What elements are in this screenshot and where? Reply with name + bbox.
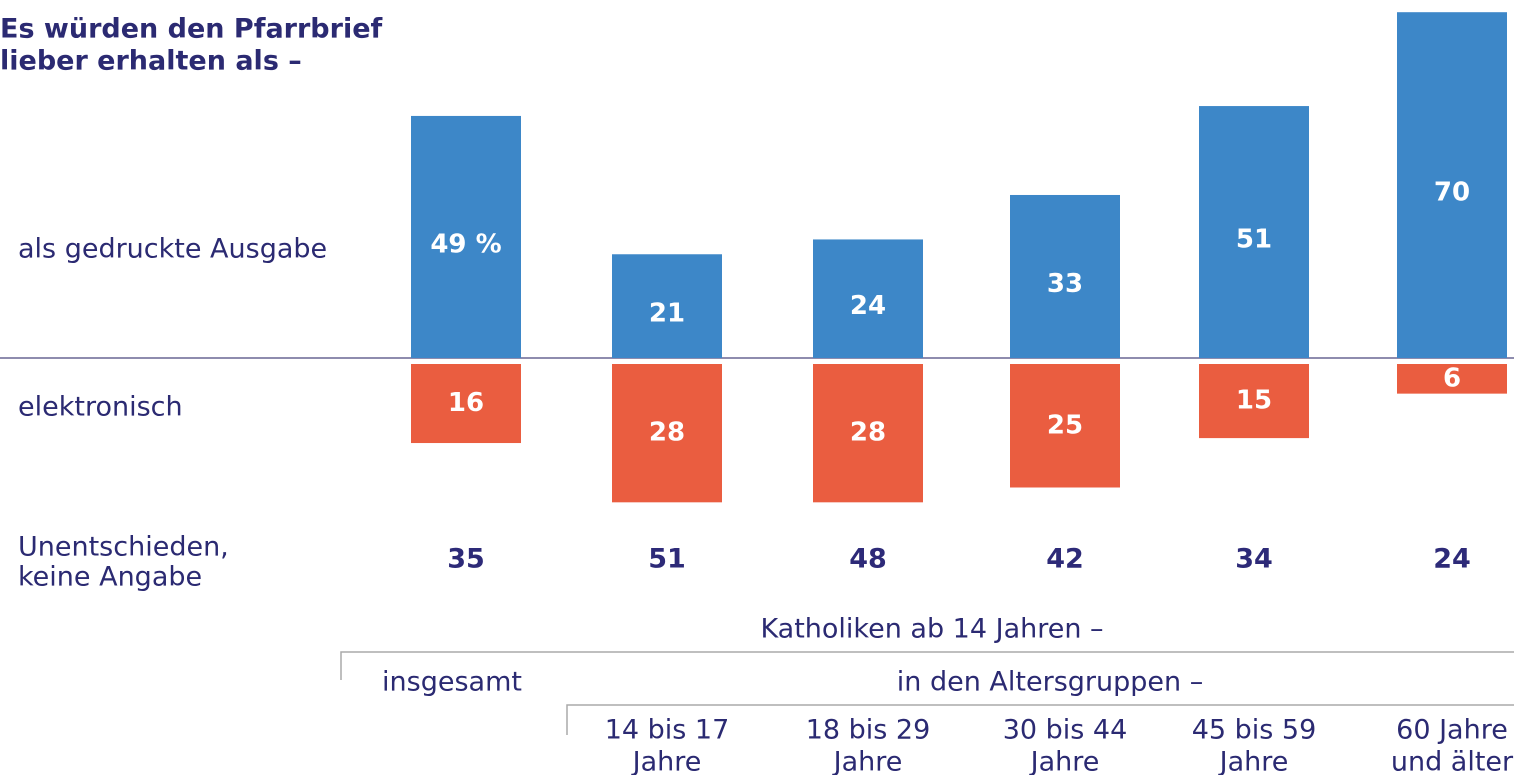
bar [813,364,923,503]
bar [612,254,722,358]
x-tick-label: insgesamt [382,667,522,698]
data-label: 48 [849,544,887,575]
bar [1010,194,1120,358]
legend-label: keine Angabe [18,562,202,593]
data-label: 33 [1047,269,1083,299]
data-label: 15 [1236,386,1272,416]
data-label: 25 [1047,410,1083,440]
data-label: 16 [448,388,484,418]
legend-label: elektronisch [18,392,183,423]
group-label: in den Altersgruppen – [897,667,1203,698]
data-label: 51 [1236,225,1272,255]
bar [1199,364,1309,439]
data-label: 34 [1235,544,1273,575]
x-tick-label: 45 bis 59 [1192,715,1317,746]
x-tick-label: Jahre [631,747,702,775]
data-label: 51 [648,544,686,575]
header: Katholiken ab 14 Jahren – [760,614,1103,645]
data-label: 35 [447,544,485,575]
data-label: 28 [649,418,685,448]
x-tick-label: 30 bis 44 [1003,715,1128,746]
x-tick-label: und älter [1391,747,1514,775]
data-label: 6 [1443,363,1461,393]
data-label: 24 [1433,544,1471,575]
bar [411,115,521,358]
bar [411,364,521,444]
bar [1010,364,1120,488]
bar [1397,364,1507,394]
bracket [340,651,1514,680]
legend-label: als gedruckte Ausgabe [18,234,327,265]
bar [612,364,722,503]
x-tick-label: 18 bis 29 [806,715,931,746]
bar [1199,106,1309,358]
data-label: 28 [850,418,886,448]
x-tick-label: Jahre [832,747,903,775]
x-tick-label: Jahre [1029,747,1100,775]
x-tick-label: 60 Jahre [1396,715,1508,746]
x-tick-label: 14 bis 17 [605,715,730,746]
chart-title: lieber erhalten als – [0,46,302,77]
data-label: 21 [649,299,685,329]
x-tick-label: Jahre [1218,747,1289,775]
data-label: 42 [1046,544,1084,575]
data-label: 49 % [430,229,501,259]
chart-title: Es würden den Pfarrbrief [0,14,383,45]
bar [813,239,923,358]
bar [1397,12,1507,358]
data-label: 70 [1434,178,1470,208]
legend-label: Unentschieden, [18,532,229,563]
bracket [566,704,1514,735]
data-label: 24 [850,291,886,321]
